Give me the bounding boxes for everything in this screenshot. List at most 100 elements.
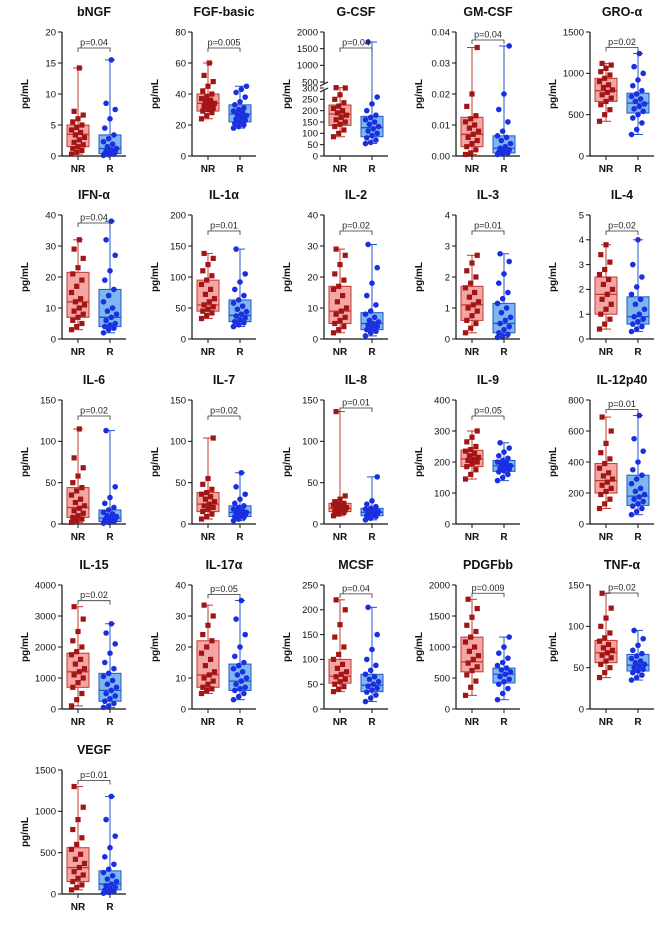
- data-point-R: [506, 323, 512, 330]
- p-value-label: p=0.05: [474, 406, 502, 416]
- data-point-NR: [81, 860, 88, 867]
- data-point-R: [367, 505, 374, 512]
- data-point-NR: [465, 134, 471, 140]
- data-point-R: [639, 672, 645, 678]
- data-point-R: [371, 314, 378, 321]
- data-point-R: [639, 505, 645, 512]
- data-point-R: [100, 869, 107, 876]
- data-point-R: [233, 681, 239, 687]
- data-point-NR: [70, 638, 76, 644]
- x-category-label: R: [236, 164, 244, 175]
- data-point-R: [374, 631, 380, 638]
- data-point-R: [237, 279, 243, 285]
- data-point-R: [499, 128, 506, 134]
- data-point-R: [502, 143, 509, 150]
- x-category-label: NR: [201, 347, 216, 358]
- data-point-NR: [342, 119, 348, 125]
- y-tick-label: 200: [170, 210, 186, 221]
- data-point-R: [107, 650, 113, 656]
- data-point-NR: [198, 516, 205, 522]
- p-value-label: p=0.01: [608, 399, 636, 409]
- data-point-NR: [469, 667, 475, 674]
- data-point-NR: [596, 674, 603, 681]
- data-point-R: [102, 500, 108, 507]
- data-point-NR: [608, 655, 614, 661]
- data-point-R: [112, 320, 118, 327]
- data-point-R: [365, 128, 371, 134]
- y-tick-label: 250: [302, 95, 318, 106]
- data-point-NR: [68, 519, 75, 525]
- y-tick-label: 1: [445, 303, 450, 314]
- data-point-NR: [603, 488, 609, 495]
- data-point-R: [632, 301, 639, 308]
- data-point-NR: [204, 312, 210, 319]
- data-point-NR: [79, 320, 85, 327]
- data-point-R: [242, 271, 248, 277]
- data-point-R: [230, 108, 237, 114]
- data-point-NR: [336, 327, 342, 333]
- data-point-NR: [598, 661, 604, 667]
- data-point-R: [105, 507, 112, 513]
- chart-svg: IL-8 pg/mL 0 50 100 150 NR Rp=0.01: [282, 373, 388, 543]
- data-point-R: [506, 43, 512, 49]
- data-point-NR: [336, 130, 342, 136]
- data-point-NR: [81, 134, 88, 140]
- data-point-R: [633, 476, 640, 482]
- x-category-label: NR: [465, 164, 480, 175]
- p-value-label: p=0.02: [210, 406, 238, 416]
- data-point-R: [365, 604, 371, 611]
- data-point-NR: [70, 119, 76, 125]
- data-point-NR: [79, 690, 85, 697]
- data-point-R: [107, 494, 113, 501]
- data-point-R: [640, 316, 646, 322]
- chart-title: IL-12p40: [597, 373, 648, 387]
- data-point-NR: [210, 79, 216, 85]
- data-point-R: [640, 70, 646, 77]
- y-tick-label: 0: [181, 334, 186, 345]
- y-tick-label: 0: [313, 519, 318, 530]
- y-tick-label: 3: [579, 260, 584, 271]
- data-point-NR: [68, 652, 75, 658]
- data-point-NR: [333, 674, 339, 680]
- data-point-NR: [600, 281, 606, 288]
- data-point-R: [497, 439, 503, 446]
- y-tick-label: 30: [175, 611, 186, 622]
- chart-svg: FGF-basic pg/mL 0 20 40 60 80 NR Rp=0.005: [150, 5, 256, 175]
- data-point-R: [235, 106, 242, 113]
- data-point-R: [631, 63, 637, 70]
- data-point-NR: [75, 314, 81, 320]
- data-point-NR: [609, 476, 616, 482]
- chart-title: IL-9: [477, 373, 499, 387]
- data-point-R: [243, 308, 250, 315]
- data-point-NR: [596, 326, 603, 332]
- data-point-NR: [341, 500, 347, 506]
- data-point-NR: [598, 491, 604, 498]
- y-tick-label: 500: [302, 77, 318, 88]
- data-point-R: [497, 250, 503, 257]
- y-tick-label: 4000: [35, 580, 56, 591]
- data-point-R: [501, 271, 507, 277]
- data-point-R: [499, 295, 506, 302]
- data-point-R: [112, 693, 118, 699]
- y-tick-label: 150: [302, 395, 318, 406]
- data-point-R: [103, 237, 109, 243]
- data-point-NR: [336, 651, 342, 658]
- y-tick-label: 500: [568, 110, 584, 121]
- data-point-R: [628, 677, 635, 683]
- data-point-NR: [330, 134, 337, 140]
- chart-title: IL-15: [79, 558, 108, 572]
- data-point-NR: [462, 151, 469, 158]
- data-point-NR: [607, 630, 613, 636]
- data-point-R: [234, 306, 241, 313]
- x-category-label: NR: [465, 532, 480, 543]
- data-point-R: [107, 695, 113, 702]
- data-point-R: [633, 126, 640, 133]
- y-tick-label: 0.00: [432, 151, 451, 162]
- data-point-R: [494, 133, 501, 139]
- y-axis-label: pg/mL: [282, 632, 293, 662]
- data-point-R: [639, 323, 645, 330]
- y-tick-label: 0.04: [432, 27, 451, 38]
- data-point-NR: [75, 513, 81, 519]
- chart-title: GM-CSF: [463, 5, 513, 19]
